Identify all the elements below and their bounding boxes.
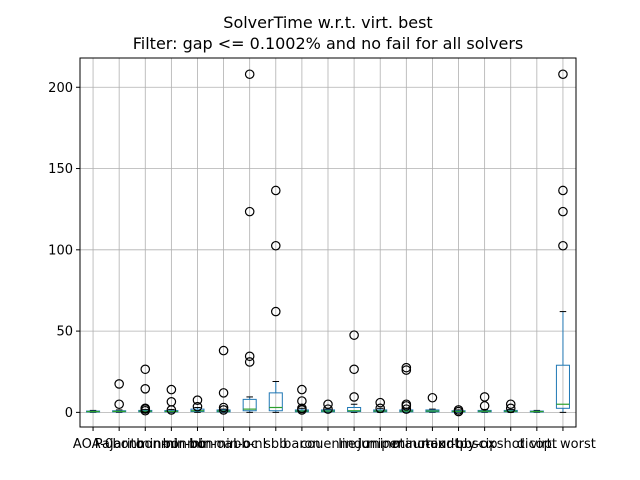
x-tick-label: bb-nl (233, 437, 266, 452)
x-tick-label: baron (283, 437, 320, 452)
outlier-point (270, 240, 281, 251)
x-tick-label: Pajarito (95, 437, 144, 452)
outlier-point (323, 399, 333, 410)
x-tick-label: bonmin-oa (163, 437, 233, 452)
outlier-point (297, 396, 307, 406)
outlier-point (401, 404, 412, 414)
outlier-point (244, 69, 255, 80)
outlier-point (140, 364, 151, 375)
y-tick-label: 100 (48, 243, 73, 258)
outlier-point (558, 240, 568, 251)
outlier-point (192, 401, 203, 412)
box-group (112, 379, 127, 413)
x-tick-label: mindtpy-ox (422, 437, 496, 452)
axis-layer: 050100150200AOA-0Pajaritobonmin-nlbonmin… (48, 57, 596, 452)
y-tick-label: 200 (48, 81, 73, 96)
box-group (503, 399, 518, 414)
outlier-point (505, 403, 516, 414)
box-group (86, 409, 101, 413)
outlier-point (401, 365, 412, 375)
box-group (242, 69, 257, 413)
outlier-point (166, 384, 177, 395)
outlier-point (244, 357, 255, 367)
outlier-point (453, 405, 464, 415)
outlier-point (166, 397, 177, 407)
outlier-point (349, 392, 359, 402)
outlier-point (401, 399, 412, 410)
box-group (477, 392, 492, 413)
box (347, 406, 362, 413)
chart-title: SolverTime w.r.t. virt. best (223, 13, 432, 32)
box (268, 392, 283, 412)
outlier-point (297, 403, 307, 414)
box-group (347, 330, 362, 413)
outlier-point (349, 364, 359, 375)
x-tick-label: sbb (264, 437, 287, 452)
x-tick-label: scip (472, 437, 498, 452)
outlier-point (244, 206, 255, 217)
x-tick-label: AOA-0 (73, 437, 113, 452)
outlier-point (558, 69, 568, 80)
outlier-point (218, 405, 229, 415)
outlier-point (114, 399, 124, 410)
x-tick-label: shot (497, 437, 525, 452)
box-group (294, 384, 309, 415)
chart-subtitle: Filter: gap <= 0.1002% and no fail for a… (133, 34, 523, 53)
outlier-point (270, 185, 281, 196)
box-group (164, 384, 179, 415)
outlier-point (297, 384, 307, 395)
box-group (425, 392, 440, 413)
outlier-point (218, 388, 229, 398)
box (242, 398, 257, 412)
outlier-point (218, 345, 229, 356)
marks-layer (86, 69, 570, 417)
box-group (216, 345, 231, 415)
outlier-point (323, 404, 333, 414)
x-tick-label: couenne (300, 437, 356, 452)
outlier-point (427, 392, 438, 403)
outlier-point (114, 379, 124, 389)
box-group (373, 397, 388, 414)
x-tick-label: minotaur-bb (393, 437, 472, 452)
outlier-point (479, 392, 490, 402)
box-group (529, 409, 544, 413)
outlier-point (401, 362, 412, 373)
box-group (399, 362, 414, 414)
outlier-point (558, 206, 568, 217)
outlier-point (218, 402, 229, 413)
outlier-point (192, 395, 203, 405)
box-group (268, 185, 283, 413)
box-group (320, 399, 336, 414)
box-group (190, 395, 205, 413)
x-tick-label: virt. worst (530, 437, 596, 452)
x-tick-label: bonmin-nl (113, 437, 179, 452)
x-tick-label: bonmin-oc (189, 437, 258, 452)
outlier-point (558, 185, 568, 196)
y-tick-label: 150 (48, 162, 73, 177)
grid-layer (80, 58, 576, 427)
x-tick-label: bonmin-bb (136, 437, 206, 452)
outlier-point (375, 403, 386, 414)
x-tick-label: minotaur-ox (367, 437, 446, 452)
outlier-point (270, 306, 281, 317)
y-tick-label: 0 (65, 406, 73, 421)
outlier-point (349, 330, 359, 340)
box-group (555, 69, 570, 413)
box-group (138, 364, 153, 416)
outlier-point (375, 397, 386, 408)
outlier-point (140, 403, 151, 414)
x-tick-label: lindo (338, 437, 370, 452)
outlier-point (505, 399, 516, 410)
y-tick-label: 50 (56, 325, 73, 340)
x-tick-label: juniper (357, 437, 404, 452)
outlier-point (140, 383, 151, 394)
x-tick-label: dicopt (517, 437, 557, 452)
box (555, 364, 570, 409)
box-group (451, 405, 466, 417)
outlier-point (244, 351, 255, 362)
